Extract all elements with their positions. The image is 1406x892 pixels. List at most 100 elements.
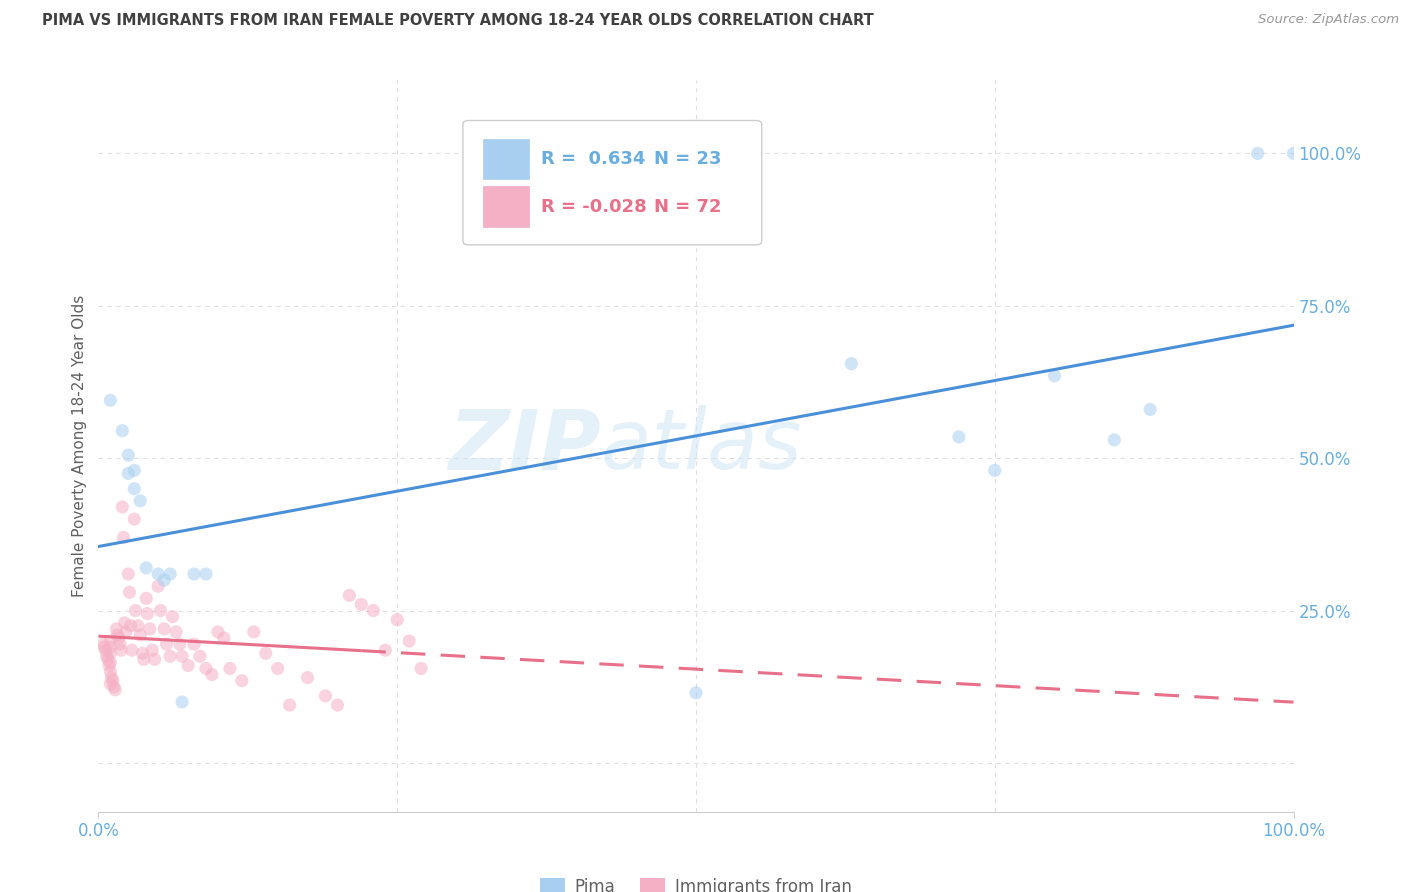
Point [188, 649, 211, 664]
Point [111, 500, 134, 514]
Point [363, 604, 385, 618]
Point [231, 673, 253, 688]
Point [139, 622, 162, 636]
Point [105, 622, 128, 636]
Point [124, 482, 146, 496]
Point [107, 631, 129, 645]
Point [114, 615, 136, 630]
Point [350, 598, 373, 612]
Point [983, 463, 1005, 477]
Point [103, 680, 125, 694]
Point [98, 658, 121, 673]
Text: PIMA VS IMMIGRANTS FROM IRAN FEMALE POVERTY AMONG 18-24 YEAR OLDS CORRELATION CH: PIMA VS IMMIGRANTS FROM IRAN FEMALE POVE… [42, 13, 875, 29]
Point [194, 661, 217, 675]
Point [98, 393, 122, 408]
Point [107, 628, 129, 642]
Point [148, 567, 170, 582]
Point [201, 667, 224, 681]
Point [254, 646, 277, 660]
Text: N = 72: N = 72 [654, 198, 721, 216]
Point [297, 671, 319, 685]
Point [129, 628, 152, 642]
Point [117, 567, 139, 582]
Point [117, 467, 139, 481]
Point [131, 646, 153, 660]
Point [124, 463, 146, 477]
Point [98, 665, 122, 679]
Point [1282, 146, 1305, 161]
Point [148, 579, 170, 593]
Point [143, 652, 166, 666]
Point [91, 637, 114, 651]
Point [183, 567, 205, 582]
Point [132, 652, 155, 666]
Text: ZIP: ZIP [447, 406, 600, 486]
Point [135, 561, 157, 575]
Point [97, 652, 120, 666]
FancyBboxPatch shape [463, 120, 762, 245]
Point [153, 622, 176, 636]
Point [243, 624, 266, 639]
Text: R =  0.634: R = 0.634 [540, 150, 645, 169]
Point [117, 448, 139, 462]
Point [374, 643, 396, 657]
Point [98, 634, 122, 648]
Point [207, 624, 229, 639]
Point [98, 676, 122, 690]
Legend: Pima, Immigrants from Iran: Pima, Immigrants from Iran [533, 871, 859, 892]
Point [177, 658, 200, 673]
Text: Source: ZipAtlas.com: Source: ZipAtlas.com [1258, 13, 1399, 27]
Point [398, 634, 420, 648]
Point [120, 619, 142, 633]
Point [1043, 368, 1066, 383]
Point [315, 689, 337, 703]
Point [112, 530, 135, 544]
Point [162, 609, 184, 624]
Point [101, 673, 124, 688]
Point [111, 424, 134, 438]
Point [136, 607, 159, 621]
Point [149, 604, 172, 618]
Point [169, 637, 191, 651]
Point [183, 637, 205, 651]
Point [948, 430, 970, 444]
Point [98, 640, 122, 655]
Bar [484, 186, 529, 227]
Point [385, 613, 409, 627]
Point [155, 637, 177, 651]
Point [96, 649, 118, 664]
Point [337, 588, 360, 602]
Point [100, 671, 122, 685]
Point [212, 631, 235, 645]
Point [124, 512, 146, 526]
Point [159, 649, 181, 664]
Point [159, 567, 181, 582]
Point [118, 585, 141, 599]
Text: R = -0.028: R = -0.028 [540, 198, 647, 216]
Y-axis label: Female Poverty Among 18-24 Year Olds: Female Poverty Among 18-24 Year Olds [72, 295, 87, 597]
Point [326, 698, 349, 712]
Point [98, 646, 122, 660]
Point [1139, 402, 1161, 417]
Text: N = 23: N = 23 [654, 150, 721, 169]
Point [110, 643, 132, 657]
Point [153, 573, 176, 587]
Point [121, 643, 143, 657]
Point [839, 357, 862, 371]
Point [141, 643, 163, 657]
Point [93, 640, 115, 655]
Point [219, 661, 242, 675]
Point [267, 661, 290, 675]
Point [1246, 146, 1268, 161]
Point [1102, 433, 1125, 447]
Point [194, 567, 217, 582]
Point [94, 643, 117, 657]
Point [98, 656, 122, 670]
Point [411, 661, 433, 675]
Point [124, 604, 146, 618]
Point [115, 624, 138, 639]
Point [172, 649, 194, 664]
Point [172, 695, 194, 709]
Point [685, 686, 707, 700]
Text: atlas: atlas [600, 406, 801, 486]
